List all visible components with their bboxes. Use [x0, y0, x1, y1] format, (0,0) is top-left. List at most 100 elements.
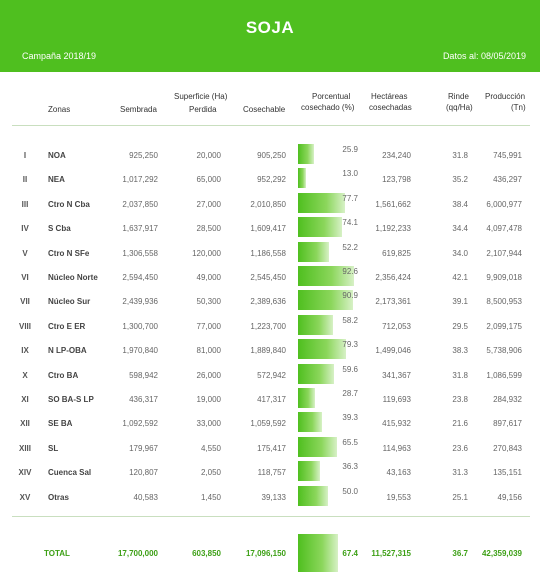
row-produccion: 8,500,953	[486, 297, 522, 307]
row-zona: Núcleo Sur	[48, 297, 91, 307]
row-zona: N LP-OBA	[48, 346, 87, 356]
total-pct-bar	[298, 534, 339, 572]
total-perdida: 603,850	[192, 549, 221, 558]
row-number: VIII	[18, 321, 31, 331]
row-perdida: 77,000	[196, 321, 221, 331]
row-produccion: 9,909,018	[486, 273, 522, 282]
row-sembrada: 598,942	[129, 370, 158, 380]
row-pct: 59.6	[342, 364, 358, 374]
row-hectareas: 43,163	[386, 468, 411, 478]
pct-bar-track	[298, 266, 358, 286]
row-rinde: 23.8	[452, 395, 468, 404]
pct-bar	[298, 461, 320, 482]
row-zona: Cuenca Sal	[48, 468, 92, 478]
pct-bar	[298, 144, 314, 164]
row-rinde: 38.4	[452, 199, 468, 209]
row-number: II	[22, 175, 28, 185]
row-perdida: 50,300	[196, 297, 221, 307]
row-produccion: 49,156	[497, 492, 522, 502]
pct-bar-track	[298, 290, 358, 311]
pct-bar	[298, 168, 306, 189]
col-header-rinde-unit: (qq/Ha)	[446, 103, 473, 112]
row-produccion: 897,617	[493, 419, 522, 429]
row-cosechable: 417,317	[257, 395, 286, 404]
row-hectareas: 415,932	[382, 419, 411, 429]
row-rinde: 21.6	[452, 419, 468, 429]
row-pct: 13.0	[342, 169, 358, 179]
pct-bar	[298, 412, 322, 433]
row-sembrada: 436,317	[129, 395, 158, 404]
row-perdida: 120,000	[192, 248, 221, 258]
row-pct: 28.7	[342, 389, 358, 398]
row-rinde: 29.5	[452, 321, 468, 331]
col-header-sembrada: Sembrada	[120, 105, 157, 114]
row-sembrada: 925,250	[129, 151, 158, 160]
row-sembrada: 1,092,592	[122, 419, 158, 429]
pct-bar-track	[298, 144, 358, 164]
pct-bar	[298, 363, 334, 384]
header-banner: SOJA Campaña 2018/19 Datos al: 08/05/201…	[0, 0, 540, 72]
pct-bar-track	[298, 168, 358, 189]
row-number: XI	[21, 395, 29, 404]
pct-bar	[298, 217, 343, 238]
total-divider	[12, 516, 530, 517]
row-hectareas: 1,561,662	[375, 199, 411, 209]
pct-bar-track	[298, 485, 358, 506]
row-zona: S Cba	[48, 224, 71, 234]
row-perdida: 33,000	[196, 419, 221, 429]
row-zona: NOA	[48, 151, 66, 160]
row-hectareas: 1,499,046	[375, 346, 411, 356]
pct-bar	[298, 290, 353, 311]
row-cosechable: 1,889,840	[250, 346, 286, 356]
col-header-porcentual: Porcentual	[312, 92, 351, 101]
row-perdida: 20,000	[196, 151, 221, 160]
row-produccion: 1,086,599	[486, 370, 522, 380]
row-hectareas: 119,693	[382, 395, 411, 404]
row-pct: 74.1	[342, 218, 358, 228]
row-cosechable: 118,757	[257, 468, 286, 478]
header-divider	[12, 125, 530, 126]
pct-bar	[298, 436, 338, 457]
row-cosechable: 1,059,592	[250, 419, 286, 429]
row-number: I	[23, 151, 27, 160]
total-rinde: 36.7	[452, 549, 468, 558]
row-rinde: 31.8	[452, 370, 468, 380]
row-number: VII	[20, 297, 30, 307]
row-rinde: 34.0	[452, 248, 468, 258]
row-sembrada: 179,967	[129, 443, 158, 453]
data-date-label: Datos al: 08/05/2019	[442, 51, 526, 61]
pct-bar-track	[298, 314, 358, 335]
row-number: IX	[21, 346, 29, 356]
row-cosechable: 1,609,417	[250, 224, 286, 234]
row-sembrada: 2,037,850	[122, 199, 158, 209]
row-perdida: 26,000	[196, 370, 221, 380]
col-header-superficie: Superficie (Ha)	[174, 92, 228, 101]
row-rinde: 31.8	[452, 151, 468, 160]
total-pct-bar-track	[298, 534, 358, 572]
row-cosechable: 39,133	[261, 492, 286, 502]
row-produccion: 2,099,175	[486, 321, 522, 331]
row-pct: 58.2	[342, 315, 358, 325]
pct-bar	[298, 485, 328, 506]
row-hectareas: 1,192,233	[375, 224, 411, 234]
row-number: XIII	[18, 443, 31, 453]
row-perdida: 81,000	[196, 346, 221, 356]
row-hectareas: 619,825	[382, 248, 411, 258]
row-produccion: 745,991	[493, 151, 522, 160]
row-pct: 92.6	[342, 267, 358, 276]
row-pct: 25.9	[342, 145, 358, 154]
row-cosechable: 175,417	[257, 443, 286, 453]
row-pct: 52.2	[342, 242, 358, 252]
row-pct: 50.0	[342, 486, 358, 496]
col-header-hectareas: Hectáreas	[371, 92, 408, 101]
campaign-label: Campaña 2018/19	[22, 51, 97, 61]
row-sembrada: 1,017,292	[122, 175, 158, 185]
row-produccion: 5,738,906	[486, 346, 522, 356]
row-cosechable: 2,010,850	[250, 199, 286, 209]
pct-bar-track	[298, 217, 358, 238]
row-zona: Otras	[48, 492, 69, 502]
row-hectareas: 2,356,424	[375, 273, 411, 282]
col-header-cosechadas: cosechadas	[369, 103, 412, 112]
row-pct: 90.9	[342, 291, 358, 301]
row-zona: SO BA-S LP	[48, 395, 94, 404]
